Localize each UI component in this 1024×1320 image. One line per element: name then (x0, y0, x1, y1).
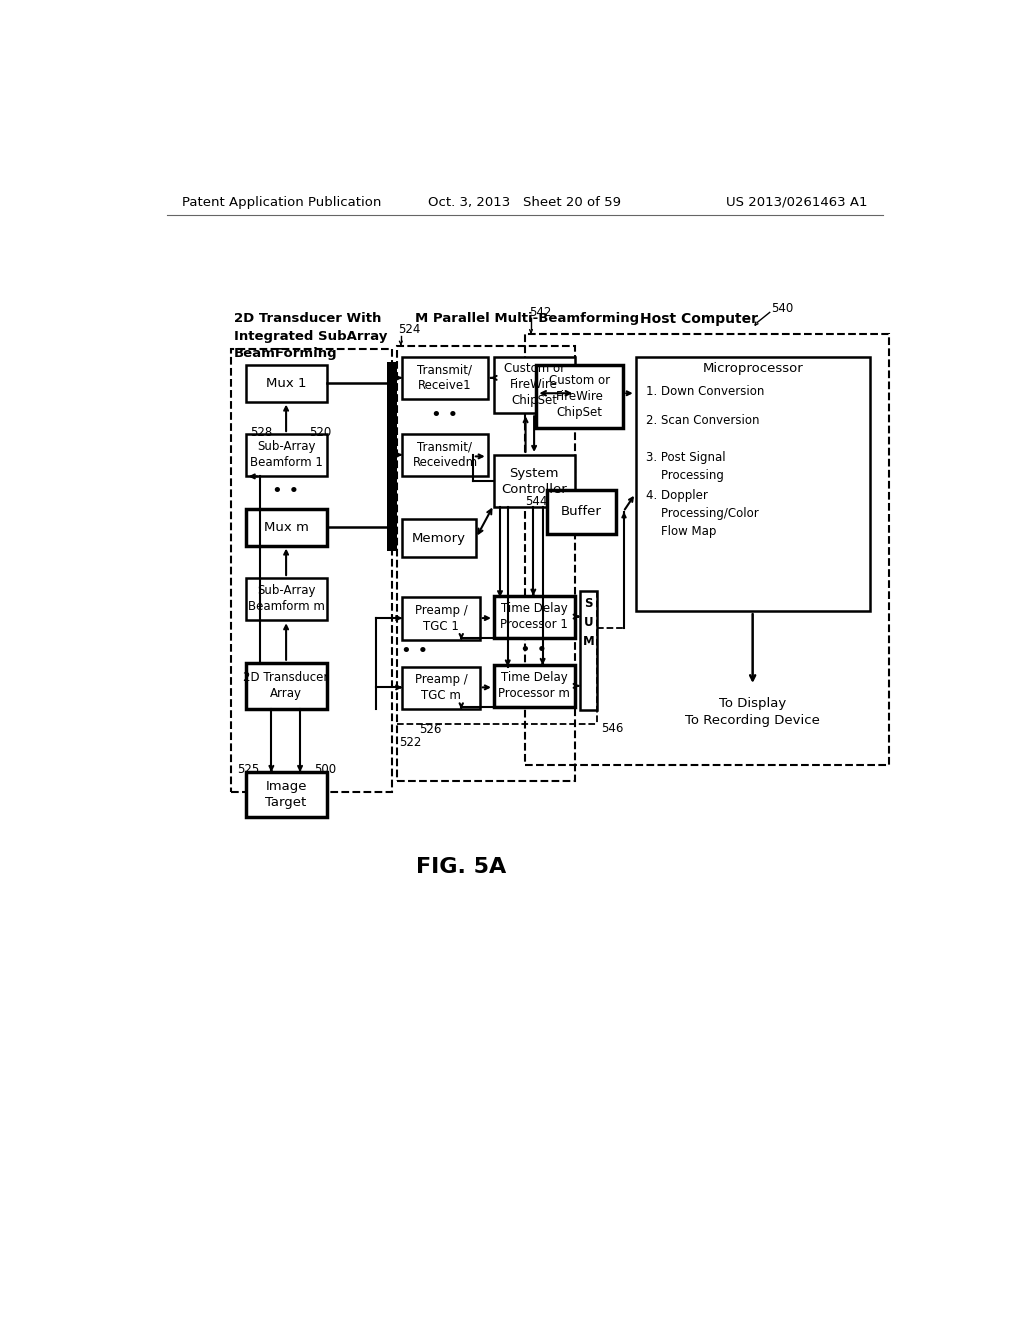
Bar (494, 595, 575, 638)
Bar (636, 358, 869, 611)
Text: 524: 524 (397, 323, 420, 335)
Bar (246, 434, 328, 477)
Text: 540: 540 (771, 302, 794, 315)
Bar (494, 455, 575, 507)
Bar (246, 772, 328, 817)
Bar (402, 434, 487, 477)
Text: S: S (584, 597, 593, 610)
Text: Custom or
FireWire
ChipSet: Custom or FireWire ChipSet (504, 362, 564, 408)
Text: U: U (584, 616, 593, 630)
Bar (231, 350, 391, 792)
Bar (402, 358, 487, 400)
Text: 1. Down Conversion: 1. Down Conversion (646, 385, 764, 399)
Text: 2. Scan Conversion: 2. Scan Conversion (646, 413, 759, 426)
Bar (246, 663, 328, 709)
Text: • •: • • (431, 405, 459, 424)
Text: 542: 542 (528, 306, 551, 319)
Bar (402, 519, 476, 557)
Bar (580, 591, 597, 710)
Bar (494, 665, 575, 708)
Text: M: M (583, 635, 594, 648)
Text: Oct. 3, 2013   Sheet 20 of 59: Oct. 3, 2013 Sheet 20 of 59 (428, 195, 622, 209)
Text: 520: 520 (309, 426, 332, 440)
Bar (537, 364, 624, 428)
Text: Transmit/
Receivedm: Transmit/ Receivedm (413, 441, 477, 470)
Bar (494, 358, 575, 413)
Text: 522: 522 (399, 735, 422, 748)
Text: 3. Post Signal
    Processing: 3. Post Signal Processing (646, 451, 725, 482)
Text: 4. Doppler
    Processing/Color
    Flow Map: 4. Doppler Processing/Color Flow Map (646, 490, 759, 539)
Text: Patent Application Publication: Patent Application Publication (182, 195, 382, 209)
Text: Preamp /
TGC 1: Preamp / TGC 1 (415, 603, 468, 632)
Bar (397, 346, 575, 780)
Text: 525: 525 (237, 763, 259, 776)
Text: 544: 544 (524, 495, 547, 508)
Bar (524, 334, 889, 766)
Text: 500: 500 (314, 763, 337, 776)
Bar (402, 667, 480, 709)
Text: Transmit/
Receive1: Transmit/ Receive1 (418, 363, 472, 392)
Text: 546: 546 (601, 722, 624, 735)
Text: Mux m: Mux m (263, 520, 308, 533)
Text: System
Controller: System Controller (501, 466, 567, 495)
Text: 526: 526 (419, 723, 441, 737)
Text: Image
Target: Image Target (265, 780, 307, 809)
Text: US 2013/0261463 A1: US 2013/0261463 A1 (726, 195, 867, 209)
Text: Sub-Array
Beamform 1: Sub-Array Beamform 1 (250, 441, 323, 470)
Text: Microprocessor: Microprocessor (702, 362, 803, 375)
Text: • •: • • (520, 640, 548, 659)
Text: FIG. 5A: FIG. 5A (416, 857, 507, 876)
Text: Preamp /
TGC m: Preamp / TGC m (415, 673, 468, 702)
Bar (246, 578, 328, 620)
Text: Mux 1: Mux 1 (266, 376, 306, 389)
Text: • •: • • (401, 643, 428, 660)
Bar (402, 597, 480, 640)
Bar (246, 508, 328, 545)
Text: Buffer: Buffer (561, 506, 602, 519)
Text: Time Delay
Processor 1: Time Delay Processor 1 (500, 602, 568, 631)
Bar (246, 364, 328, 401)
Text: 2D Transducer With
Integrated SubArray
BeamForming: 2D Transducer With Integrated SubArray B… (234, 313, 387, 360)
Text: • •: • • (272, 482, 300, 500)
Text: M Parallel Multi-Beamforming: M Parallel Multi-Beamforming (415, 313, 639, 326)
Text: Sub-Array
Beamform m: Sub-Array Beamform m (248, 585, 325, 614)
Bar (547, 490, 616, 535)
Text: Memory: Memory (412, 532, 466, 545)
Text: 2D Transducer
Array: 2D Transducer Array (244, 672, 329, 701)
Text: Custom or
FireWire
ChipSet: Custom or FireWire ChipSet (549, 374, 610, 418)
Text: Time Delay
Processor m: Time Delay Processor m (498, 672, 570, 701)
Text: 528: 528 (250, 426, 272, 440)
Text: To Display
To Recording Device: To Display To Recording Device (685, 697, 820, 727)
Bar (387, 363, 397, 552)
Text: Host Computer: Host Computer (640, 313, 758, 326)
